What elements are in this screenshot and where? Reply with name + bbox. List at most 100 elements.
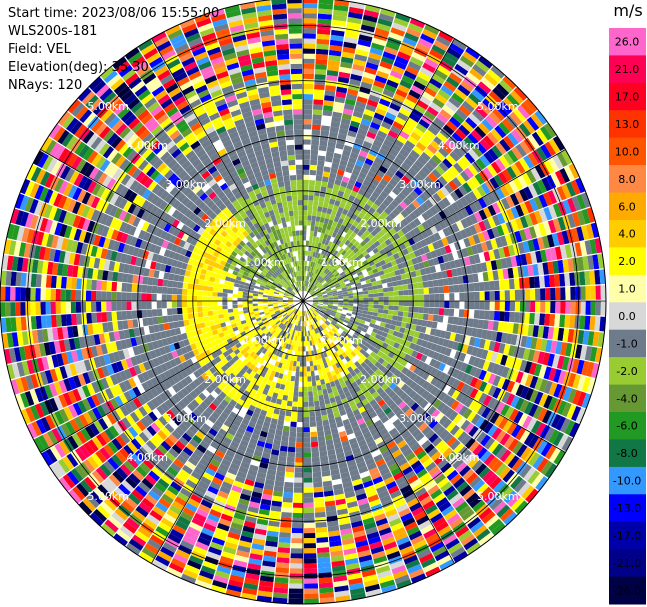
range-gate [548,382,558,396]
range-gate [429,396,438,406]
range-gate [277,328,283,334]
range-gate [319,331,324,337]
range-gate [446,513,461,525]
range-gate [435,344,443,353]
range-gate [76,313,82,325]
range-gate [291,538,303,544]
range-gate [434,412,445,423]
range-gate [327,520,339,527]
range-gate [553,450,566,465]
range-gate [235,415,244,423]
range-gate [468,309,475,319]
range-gate [352,447,361,455]
range-gate [139,462,151,474]
range-gate [438,362,446,372]
range-gate [116,467,128,480]
range-gate [201,453,213,463]
range-gate [427,405,437,416]
range-gate [346,333,352,339]
range-gate [337,366,344,373]
range-gate [282,331,287,337]
range-gate [515,427,526,441]
range-gate [404,493,417,504]
range-gate [294,335,298,341]
range-gate [378,527,392,536]
range-gate [480,450,492,463]
range-gate [418,422,428,432]
range-gate [316,349,321,355]
range-gate [267,358,274,364]
range-gate [335,313,341,318]
range-gate [303,462,312,468]
range-gate [176,288,183,295]
range-gate [366,489,378,498]
range-gate [537,407,548,422]
range-gate [290,312,295,318]
range-gate [312,302,318,305]
range-gate [346,459,357,467]
range-gate [258,338,264,344]
range-gate [368,345,375,352]
range-gate [437,337,445,346]
range-gate [487,456,500,470]
range-gate [381,317,387,323]
range-gate [378,301,384,305]
range-gate [499,433,511,446]
range-gate [277,340,283,346]
range-gate [357,309,363,314]
range-gate [172,314,179,322]
range-gate [296,335,300,342]
range-gate [291,528,303,534]
range-gate [378,490,390,499]
range-gate [232,304,238,309]
range-gate [207,291,213,297]
range-gate [119,463,132,476]
range-gate [410,573,427,584]
range-gate [222,546,237,555]
range-gate [307,320,310,326]
range-gate [292,308,297,313]
range-gate [252,339,258,345]
range-gate [338,327,344,333]
range-gate [291,319,295,325]
range-gate [359,470,370,479]
range-gate [121,301,127,311]
range-gate [208,546,222,556]
range-gate [298,386,303,392]
range-gate [40,315,47,329]
range-gate [293,325,297,331]
range-gate [202,560,218,570]
range-gate [330,427,339,435]
range-gate [275,429,283,436]
range-gate [189,521,203,532]
range-gate [192,434,203,444]
range-gate [361,327,368,333]
range-gate [417,387,426,396]
range-gate [272,365,278,372]
range-gate [485,473,499,486]
range-gate [317,314,322,319]
range-gate [408,411,418,421]
range-gate [380,353,388,360]
range-gate [171,287,178,295]
range-gate [128,473,141,485]
range-gate [378,574,394,584]
range-gate [198,414,208,423]
range-gate [362,517,375,526]
range-gate [446,397,456,408]
range-gate [303,316,306,322]
range-gate [166,308,173,316]
range-gate [314,334,318,340]
range-gate [499,311,505,322]
range-gate [550,340,558,354]
range-gate [477,404,487,416]
range-gate [404,408,414,417]
range-gate [309,416,316,422]
range-gate [287,310,292,315]
range-gate [335,344,342,350]
range-gate [280,440,289,447]
range-gate [272,413,279,420]
range-gate [307,340,311,347]
range-gate [323,322,328,328]
range-gate [354,318,361,323]
